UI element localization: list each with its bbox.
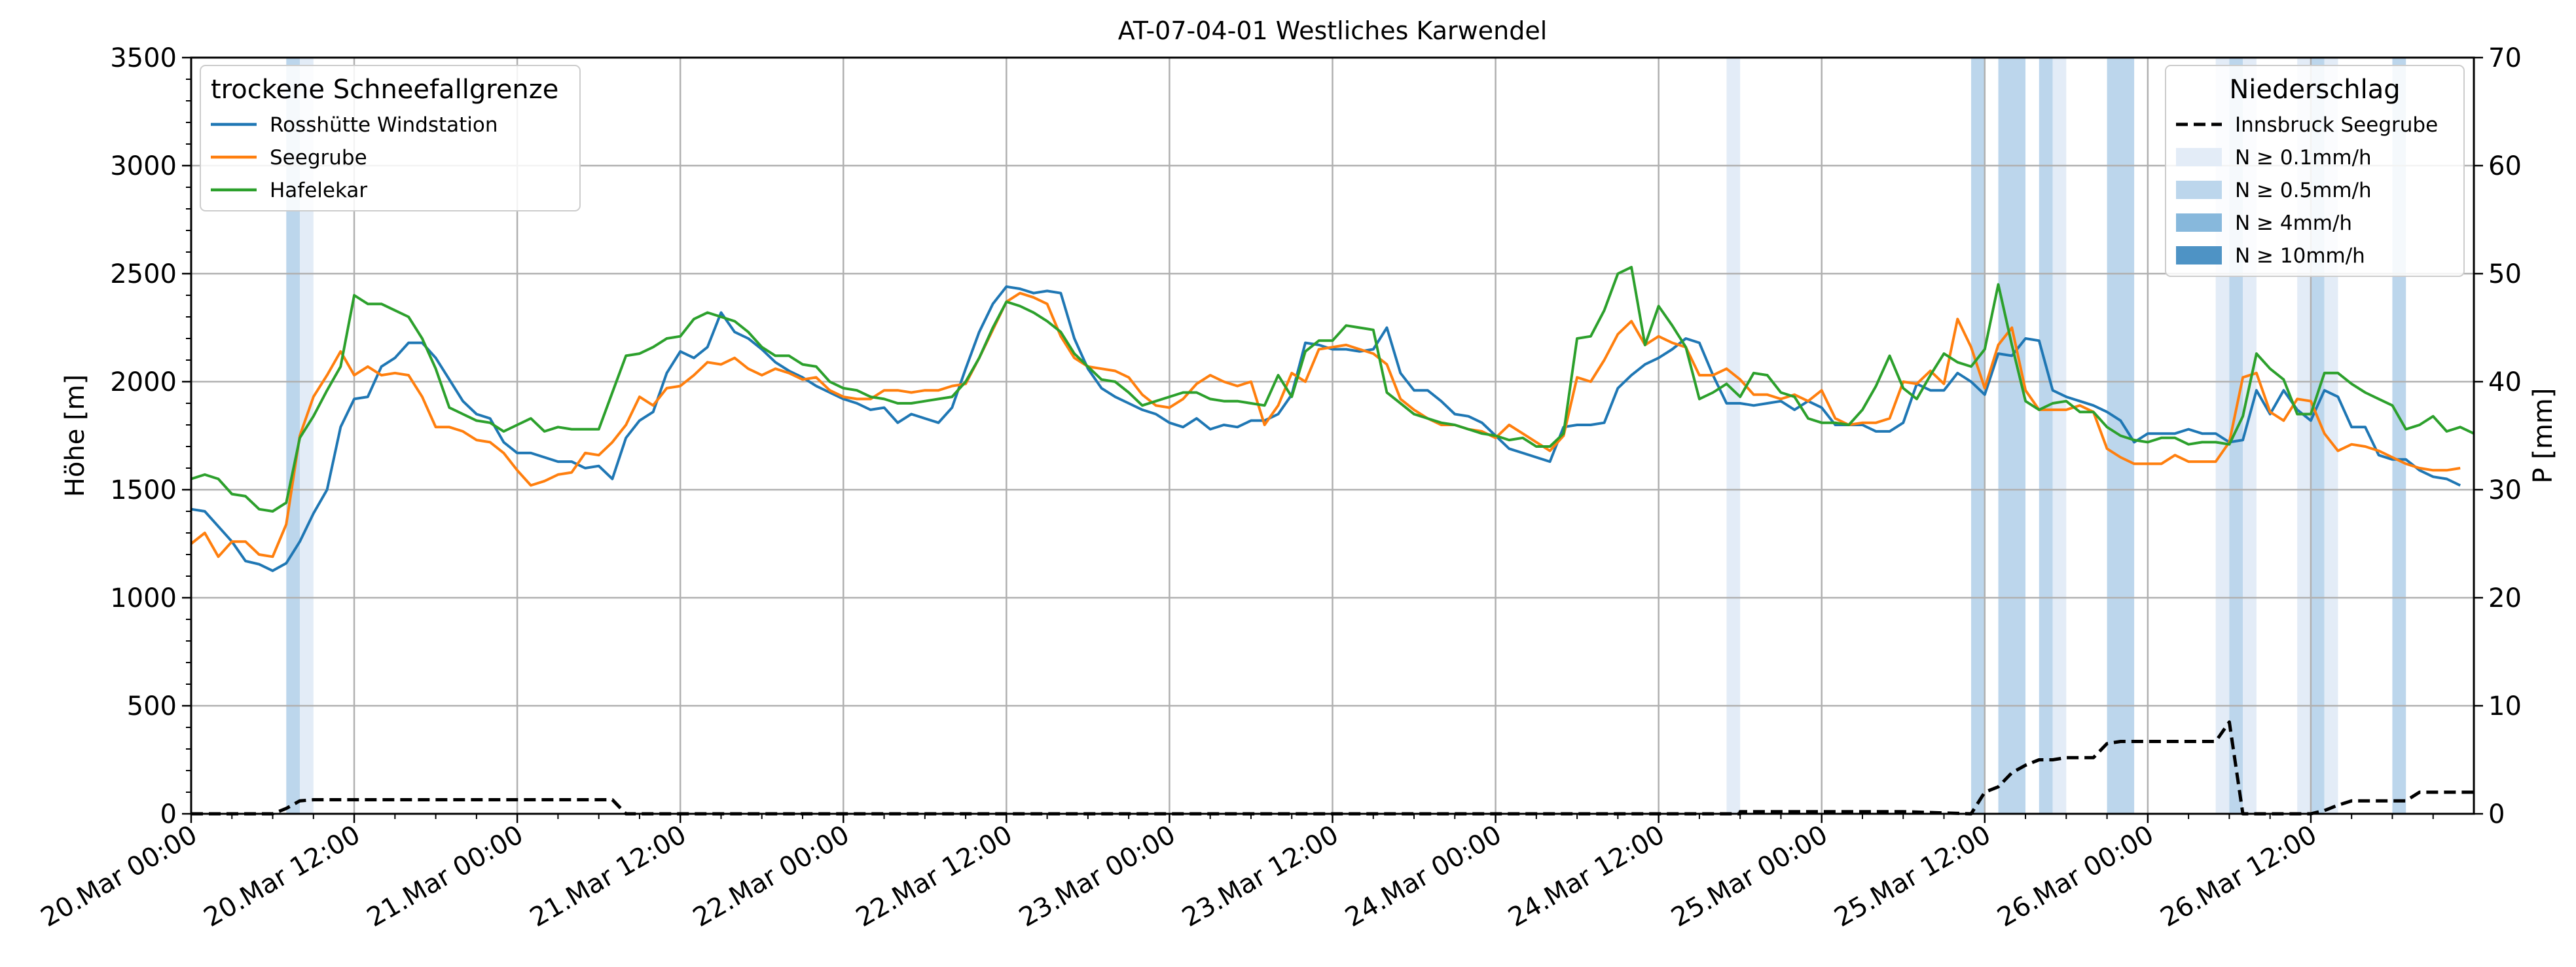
x-tick-label: 21.Mar 12:00 bbox=[525, 820, 691, 933]
precipitation-bands bbox=[286, 58, 2406, 814]
x-tick-label: 22.Mar 00:00 bbox=[688, 820, 854, 933]
x-tick-label: 22.Mar 12:00 bbox=[851, 820, 1017, 933]
legend-entry: Seegrube bbox=[270, 146, 367, 170]
x-tick-label: 25.Mar 12:00 bbox=[1829, 820, 1995, 933]
y2-tick-label: 60 bbox=[2488, 151, 2522, 181]
x-tick-label: 21.Mar 00:00 bbox=[362, 820, 528, 933]
x-tick-label: 20.Mar 00:00 bbox=[36, 820, 202, 933]
legend-box bbox=[2165, 65, 2465, 277]
y-tick-label: 500 bbox=[127, 691, 177, 721]
x-tick-label: 26.Mar 00:00 bbox=[1993, 820, 2159, 933]
y-tick-label: 2000 bbox=[110, 367, 177, 397]
legend-entry: Rosshütte Windstation bbox=[270, 113, 498, 137]
legend-precipitation: Niederschlag Innsbruck Seegrube N ≥ 0.1mm/… bbox=[2165, 65, 2465, 277]
x-tick-label: 25.Mar 00:00 bbox=[1666, 820, 1832, 933]
y2-tick-label: 70 bbox=[2488, 43, 2522, 73]
x-tick-label: 26.Mar 12:00 bbox=[2156, 820, 2322, 933]
y-tick-label: 0 bbox=[160, 799, 177, 830]
x-tick-label: 24.Mar 00:00 bbox=[1340, 820, 1506, 933]
y2-tick-label: 0 bbox=[2488, 799, 2505, 830]
series-line-seegrube bbox=[190, 291, 2461, 558]
legend-box bbox=[200, 65, 581, 211]
legend-entry: N ≥ 4mm/h bbox=[2235, 211, 2352, 235]
legend-entry: N ≥ 0.1mm/h bbox=[2235, 146, 2372, 170]
y-tick-label: 2500 bbox=[110, 259, 177, 289]
x-tick-label: 23.Mar 12:00 bbox=[1177, 820, 1343, 933]
chart-title: AT-07-04-01 Westliches Karwendel bbox=[1118, 16, 1548, 45]
legend-entry: N ≥ 10mm/h bbox=[2235, 244, 2365, 268]
x-tick-label: 20.Mar 12:00 bbox=[199, 820, 365, 933]
legend-title: trockene Schneefallgrenze bbox=[211, 75, 558, 105]
precip-band bbox=[2052, 58, 2067, 814]
y-tick-label: 3500 bbox=[110, 43, 177, 73]
legend-swatch bbox=[2176, 246, 2222, 265]
series-line-hafelekar bbox=[190, 266, 2475, 513]
legend-swatch bbox=[2176, 148, 2222, 166]
legend-swatch bbox=[2176, 213, 2222, 232]
legend-snowline: trockene Schneefallgrenze Rosshütte Winds… bbox=[200, 65, 581, 211]
y2-axis-label: P [mm] bbox=[2528, 388, 2558, 484]
precip-band bbox=[1726, 58, 1741, 814]
precip-band bbox=[2039, 58, 2053, 814]
y-tick-label: 1500 bbox=[110, 475, 177, 505]
data-lines bbox=[190, 266, 2475, 816]
y-tick-label: 1000 bbox=[110, 583, 177, 613]
y-axis-label: Höhe [m] bbox=[60, 374, 90, 497]
precip-band bbox=[1998, 58, 2026, 814]
legend-entry: Hafelekar bbox=[270, 179, 367, 202]
series-line-innsbruck-seegrube bbox=[191, 720, 2474, 816]
y2-tick-label: 20 bbox=[2488, 583, 2522, 613]
x-tick-label: 24.Mar 12:00 bbox=[1503, 820, 1669, 933]
legend-entry: N ≥ 0.5mm/h bbox=[2235, 179, 2372, 202]
precip-band bbox=[286, 58, 300, 814]
y2-tick-label: 40 bbox=[2488, 367, 2522, 397]
x-tick-label: 23.Mar 00:00 bbox=[1014, 820, 1180, 933]
y-tick-label: 3000 bbox=[110, 151, 177, 181]
y2-tick-label: 30 bbox=[2488, 475, 2522, 505]
precip-band bbox=[1971, 58, 1985, 814]
legend-entry: Innsbruck Seegrube bbox=[2235, 113, 2438, 137]
legend-swatch bbox=[2176, 181, 2222, 199]
precip-band bbox=[300, 58, 314, 814]
y2-tick-label: 10 bbox=[2488, 691, 2522, 721]
y2-tick-label: 50 bbox=[2488, 259, 2522, 289]
legend-title: Niederschlag bbox=[2229, 75, 2400, 105]
